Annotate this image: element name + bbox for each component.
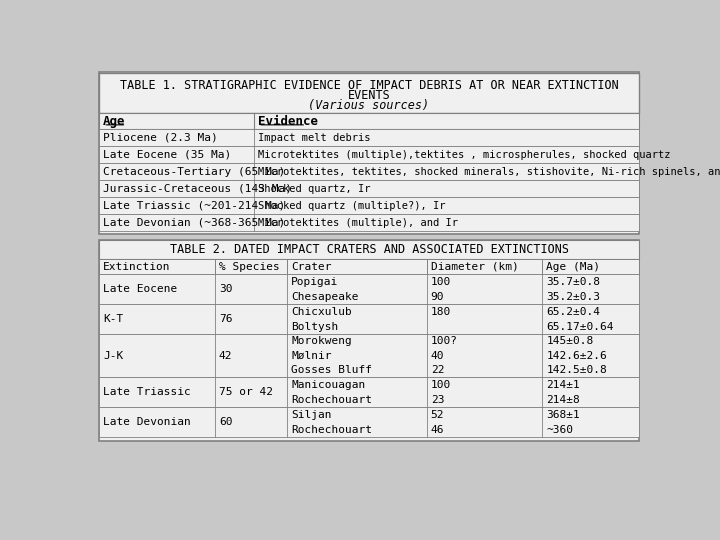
Bar <box>99 180 639 197</box>
Text: 180: 180 <box>431 307 451 317</box>
Bar <box>99 214 639 231</box>
Text: Age: Age <box>103 114 126 127</box>
Text: Rochechouart: Rochechouart <box>291 395 372 405</box>
Text: 100?: 100? <box>431 336 458 347</box>
Bar <box>99 240 639 259</box>
Text: Late Eocene (35 Ma): Late Eocene (35 Ma) <box>103 150 231 160</box>
Text: Microtektites, tektites, shocked minerals, stishovite, Ni-rich spinels, and Ir: Microtektites, tektites, shocked mineral… <box>258 167 720 177</box>
Text: 35.2±0.3: 35.2±0.3 <box>546 292 600 302</box>
Text: 52: 52 <box>431 410 444 420</box>
Text: Impact melt debris: Impact melt debris <box>258 133 371 143</box>
Bar <box>99 197 639 214</box>
Bar <box>99 259 639 274</box>
Text: EVENTS: EVENTS <box>348 89 390 102</box>
Text: 30: 30 <box>219 284 233 294</box>
Text: 22: 22 <box>431 365 444 375</box>
Text: Jurassic-Cretaceous (143 Ma): Jurassic-Cretaceous (143 Ma) <box>103 184 292 194</box>
Text: Crater: Crater <box>291 261 331 272</box>
Text: Microtektites (multiple), and Ir: Microtektites (multiple), and Ir <box>258 218 458 228</box>
Text: 90: 90 <box>431 292 444 302</box>
Text: K-T: K-T <box>103 314 123 325</box>
Text: Age (Ma): Age (Ma) <box>546 261 600 272</box>
Bar <box>99 130 639 146</box>
Text: Morokweng: Morokweng <box>291 336 352 347</box>
Text: 142.6±2.6: 142.6±2.6 <box>546 351 607 361</box>
Text: 100: 100 <box>431 380 451 390</box>
Text: Late Triassic (~201-214 Ma): Late Triassic (~201-214 Ma) <box>103 201 285 211</box>
Text: 60: 60 <box>219 417 233 428</box>
Text: 65.2±0.4: 65.2±0.4 <box>546 307 600 317</box>
Text: (Various sources): (Various sources) <box>308 99 430 112</box>
Text: Mølnir: Mølnir <box>291 351 331 361</box>
Text: 145±0.8: 145±0.8 <box>546 336 593 347</box>
Text: 23: 23 <box>431 395 444 405</box>
Text: Shocked quartz (multiple?), Ir: Shocked quartz (multiple?), Ir <box>258 201 446 211</box>
Text: Evidence: Evidence <box>258 114 318 127</box>
Bar <box>99 72 639 112</box>
Text: Popigai: Popigai <box>291 276 338 287</box>
Bar <box>99 334 639 377</box>
Bar <box>99 304 639 334</box>
Text: 142.5±0.8: 142.5±0.8 <box>546 365 607 375</box>
Text: 214±1: 214±1 <box>546 380 580 390</box>
Text: 214±8: 214±8 <box>546 395 580 405</box>
Bar <box>99 408 639 437</box>
Text: TABLE 2. DATED IMPACT CRATERS AND ASSOCIATED EXTINCTIONS: TABLE 2. DATED IMPACT CRATERS AND ASSOCI… <box>169 243 569 256</box>
Text: Late Devonian: Late Devonian <box>103 417 191 428</box>
Text: Manicouagan: Manicouagan <box>291 380 365 390</box>
Text: Late Triassic: Late Triassic <box>103 387 191 397</box>
Text: Cretaceous-Tertiary (65 Ma): Cretaceous-Tertiary (65 Ma) <box>103 167 285 177</box>
Text: Chesapeake: Chesapeake <box>291 292 359 302</box>
Text: Late Eocene: Late Eocene <box>103 284 177 294</box>
Text: Shocked quartz, Ir: Shocked quartz, Ir <box>258 184 371 194</box>
Text: Rochechouart: Rochechouart <box>291 425 372 435</box>
Text: Extinction: Extinction <box>103 261 171 272</box>
Text: Gosses Bluff: Gosses Bluff <box>291 365 372 375</box>
Text: Siljan: Siljan <box>291 410 331 420</box>
Text: 65.17±0.64: 65.17±0.64 <box>546 322 613 332</box>
Text: Microtektites (multiple),tektites , microspherules, shocked quartz: Microtektites (multiple),tektites , micr… <box>258 150 670 160</box>
Text: Chicxulub: Chicxulub <box>291 307 352 317</box>
Text: Late Devonian (~368-365 Ma): Late Devonian (~368-365 Ma) <box>103 218 285 228</box>
Bar <box>99 72 639 234</box>
Text: 76: 76 <box>219 314 233 325</box>
Text: TABLE 1. STRATIGRAPHIC EVIDENCE OF IMPACT DEBRIS AT OR NEAR EXTINCTION: TABLE 1. STRATIGRAPHIC EVIDENCE OF IMPAC… <box>120 79 618 92</box>
Text: Boltysh: Boltysh <box>291 322 338 332</box>
Bar <box>99 274 639 304</box>
Text: ~360: ~360 <box>546 425 573 435</box>
Bar <box>99 240 639 441</box>
Bar <box>99 377 639 408</box>
Text: % Species: % Species <box>219 261 279 272</box>
Text: 368±1: 368±1 <box>546 410 580 420</box>
Text: 40: 40 <box>431 351 444 361</box>
Text: 42: 42 <box>219 351 233 361</box>
Text: J-K: J-K <box>103 351 123 361</box>
Text: 100: 100 <box>431 276 451 287</box>
Text: Diameter (km): Diameter (km) <box>431 261 518 272</box>
Text: 75 or 42: 75 or 42 <box>219 387 273 397</box>
Text: 46: 46 <box>431 425 444 435</box>
Bar <box>99 164 639 180</box>
Bar <box>99 112 639 130</box>
Text: 35.7±0.8: 35.7±0.8 <box>546 276 600 287</box>
Text: Pliocene (2.3 Ma): Pliocene (2.3 Ma) <box>103 133 218 143</box>
Bar <box>99 146 639 164</box>
